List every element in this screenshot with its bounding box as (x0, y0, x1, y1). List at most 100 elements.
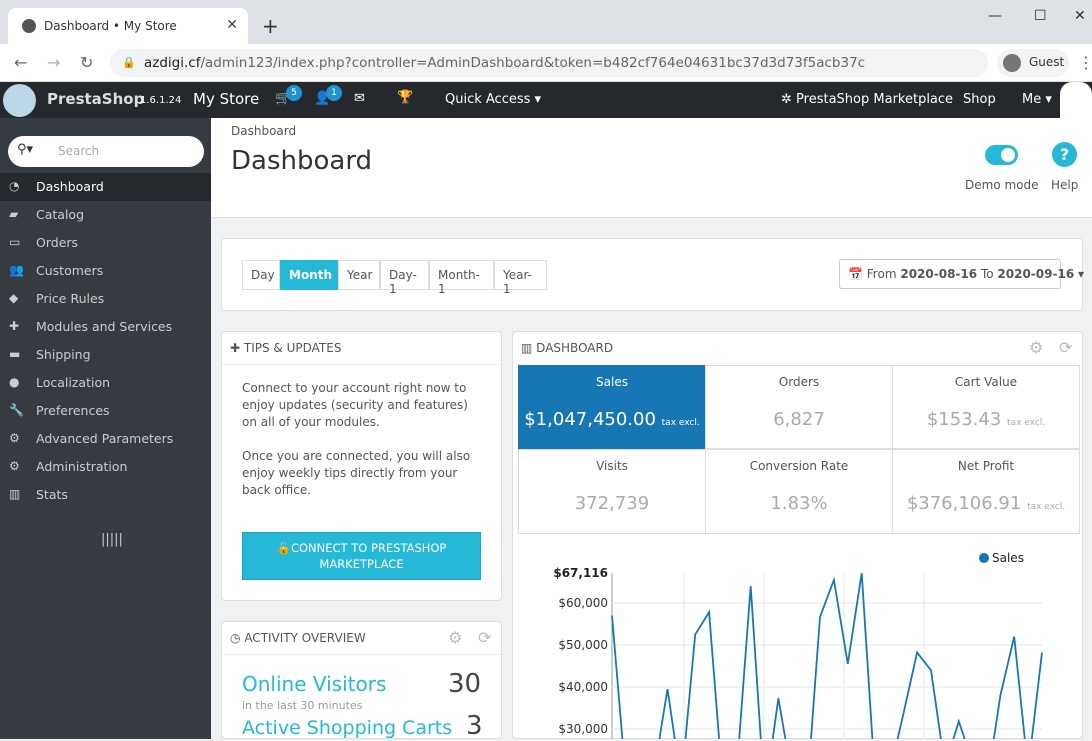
sidebar-item-label: Customers (36, 263, 103, 278)
sidebar-item-localization[interactable]: ●Localization (0, 369, 211, 397)
active-carts-value: 3 (466, 714, 483, 738)
page-header: Dashboard Dashboard Demo mode ? Help (211, 118, 1092, 218)
prestashop-logo-icon[interactable] (3, 84, 36, 117)
breadcrumb[interactable]: Dashboard (231, 124, 296, 138)
sales-chart: $67,116$60,000$50,000$40,000$30,000 Sale… (520, 545, 1080, 739)
quick-access-menu[interactable]: Quick Access ▾ (445, 92, 541, 107)
minimize-button[interactable]: — (988, 8, 1002, 24)
configure-gear-icon[interactable]: ⚙ (448, 628, 462, 647)
tags-icon: ◆ (9, 291, 18, 305)
tips-panel: ✚ TIPS & UPDATES Connect to your account… (221, 331, 502, 601)
wrench-icon: 🔧 (9, 403, 24, 417)
demo-mode-toggle[interactable] (985, 145, 1018, 165)
range-year-button[interactable]: Year (338, 260, 380, 290)
configure-gear-icon[interactable]: ⚙ (1029, 338, 1043, 357)
sidebar: ⚲▾Search ◔Dashboard▰Catalog▭Orders 👥 Custo… (0, 118, 211, 739)
kpi-value: 1.83% (770, 493, 827, 514)
kpi-value: $153.43 (927, 409, 1001, 430)
credit-card-icon: ▭ (9, 235, 20, 249)
close-window-button[interactable]: ✕ (1074, 8, 1086, 24)
kpi-suffix: tax excl. (1007, 418, 1045, 428)
new-tab-button[interactable]: + (262, 14, 279, 38)
kpi-value: 372,739 (575, 493, 649, 514)
legend-marker (979, 553, 989, 563)
kpi-suffix: tax excl. (1027, 502, 1065, 512)
kpi-label: Cart Value (893, 375, 1079, 389)
marketplace-icon: ✲ (781, 92, 792, 107)
favicon-icon (22, 19, 36, 33)
menu-icon[interactable]: ⋮ (1078, 53, 1092, 72)
active-carts-link[interactable]: Active Shopping Carts (242, 718, 452, 738)
kpi-value: $1,047,450.00 (524, 409, 656, 430)
lock-icon[interactable]: 🔒 (122, 56, 136, 69)
close-tab-icon[interactable]: ✕ (226, 17, 238, 33)
refresh-icon[interactable]: ⟳ (1059, 338, 1072, 357)
browser-tab[interactable]: Dashboard • My Store✕ (8, 8, 248, 44)
sidebar-item-advanced-parameters[interactable]: ⚙Advanced Parameters (0, 425, 211, 453)
sidebar-item-stats[interactable]: ▥Stats (0, 481, 211, 509)
sidebar-item-label: Shipping (36, 347, 91, 362)
online-visitors-sub: in the last 30 minutes (242, 699, 362, 713)
dashboard-icon: ◔ (9, 179, 19, 193)
online-visitors-link[interactable]: Online Visitors (242, 672, 386, 696)
connect-marketplace-button[interactable]: 🔓CONNECT TO PRESTASHOP MARKETPLACE (242, 532, 481, 580)
search-icon[interactable]: ⚲▾ (17, 142, 33, 157)
sidebar-item-catalog[interactable]: ▰Catalog (0, 201, 211, 229)
messages-envelope-icon[interactable]: ✉ (354, 91, 365, 106)
range-month-1-button[interactable]: Month-1 (429, 260, 494, 290)
users-icon: 👥 (9, 263, 24, 277)
store-link[interactable]: My Store (193, 90, 259, 108)
bar-chart-icon: ▥ (521, 341, 532, 355)
reload-icon[interactable]: ↻ (80, 53, 93, 72)
trophy-icon[interactable]: 🏆 (397, 90, 413, 105)
collapse-sidebar-icon[interactable]: ||||| (101, 532, 123, 547)
marketplace-link[interactable]: ✲ PrestaShop Marketplace (781, 92, 953, 107)
sidebar-item-customers[interactable]: 👥 Customers (0, 257, 211, 285)
kpi-label: Net Profit (893, 459, 1079, 473)
range-day-button[interactable]: Day (242, 260, 280, 290)
sidebar-item-administration[interactable]: ⚙Administration (0, 453, 211, 481)
tips-title: ✚ TIPS & UPDATES (230, 341, 341, 355)
sidebar-item-preferences[interactable]: 🔧Preferences (0, 397, 211, 425)
globe-icon: ● (9, 375, 19, 389)
online-visitors-value: 30 (448, 670, 481, 698)
me-menu[interactable]: Me ▾ (1022, 92, 1052, 107)
gear-icon: ⚙ (9, 459, 20, 473)
y-tick-label: $30,000 (558, 722, 608, 736)
help-icon[interactable]: ? (1052, 142, 1077, 167)
sidebar-item-dashboard[interactable]: ◔Dashboard (0, 173, 211, 201)
range-year-1-button[interactable]: Year-1 (494, 260, 547, 290)
legend-label[interactable]: Sales (992, 551, 1024, 565)
shop-link[interactable]: Shop (963, 92, 996, 107)
kpi-suffix: tax excl. (662, 418, 700, 428)
profile-button[interactable]: Guest (997, 49, 1069, 77)
help-label[interactable]: Help (1051, 178, 1078, 192)
clock-icon: ◷ (230, 631, 240, 645)
sidebar-item-modules-and-services[interactable]: ✚Modules and Services (0, 313, 211, 341)
refresh-icon[interactable]: ⟳ (478, 628, 491, 647)
sidebar-item-price-rules[interactable]: ◆Price Rules (0, 285, 211, 313)
date-range-picker[interactable]: 📅 From 2020-08-16 To 2020-09-16 ▾ (839, 259, 1061, 289)
kpi-value: 6,827 (773, 409, 825, 430)
demo-mode-label: Demo mode (965, 178, 1039, 192)
search-input[interactable]: ⚲▾Search (8, 136, 204, 167)
range-month-button[interactable]: Month (280, 260, 338, 290)
employee-avatar[interactable] (1060, 82, 1092, 118)
back-icon[interactable]: ← (14, 53, 27, 72)
kpi-cart-value[interactable]: Cart Value $153.43 tax excl. (892, 365, 1080, 449)
kpi-net-profit[interactable]: Net Profit$376,106.91 tax excl. (892, 449, 1080, 534)
sidebar-item-shipping[interactable]: ▬Shipping (0, 341, 211, 369)
maximize-button[interactable]: ☐ (1034, 8, 1047, 24)
y-max-label: $67,116 (553, 566, 608, 580)
puzzle-icon: ✚ (230, 341, 240, 355)
forward-icon[interactable]: → (47, 53, 60, 72)
url-input[interactable]: azdigi.cf/admin123/index.php?controller=… (110, 49, 988, 77)
range-day-1-button[interactable]: Day-1 (380, 260, 429, 290)
kpi-sales[interactable]: Sales$1,047,450.00 tax excl. (518, 365, 706, 449)
customers-badge: 1 (326, 85, 342, 101)
sidebar-item-orders[interactable]: ▭Orders (0, 229, 211, 257)
sales-line[interactable] (612, 573, 1042, 739)
